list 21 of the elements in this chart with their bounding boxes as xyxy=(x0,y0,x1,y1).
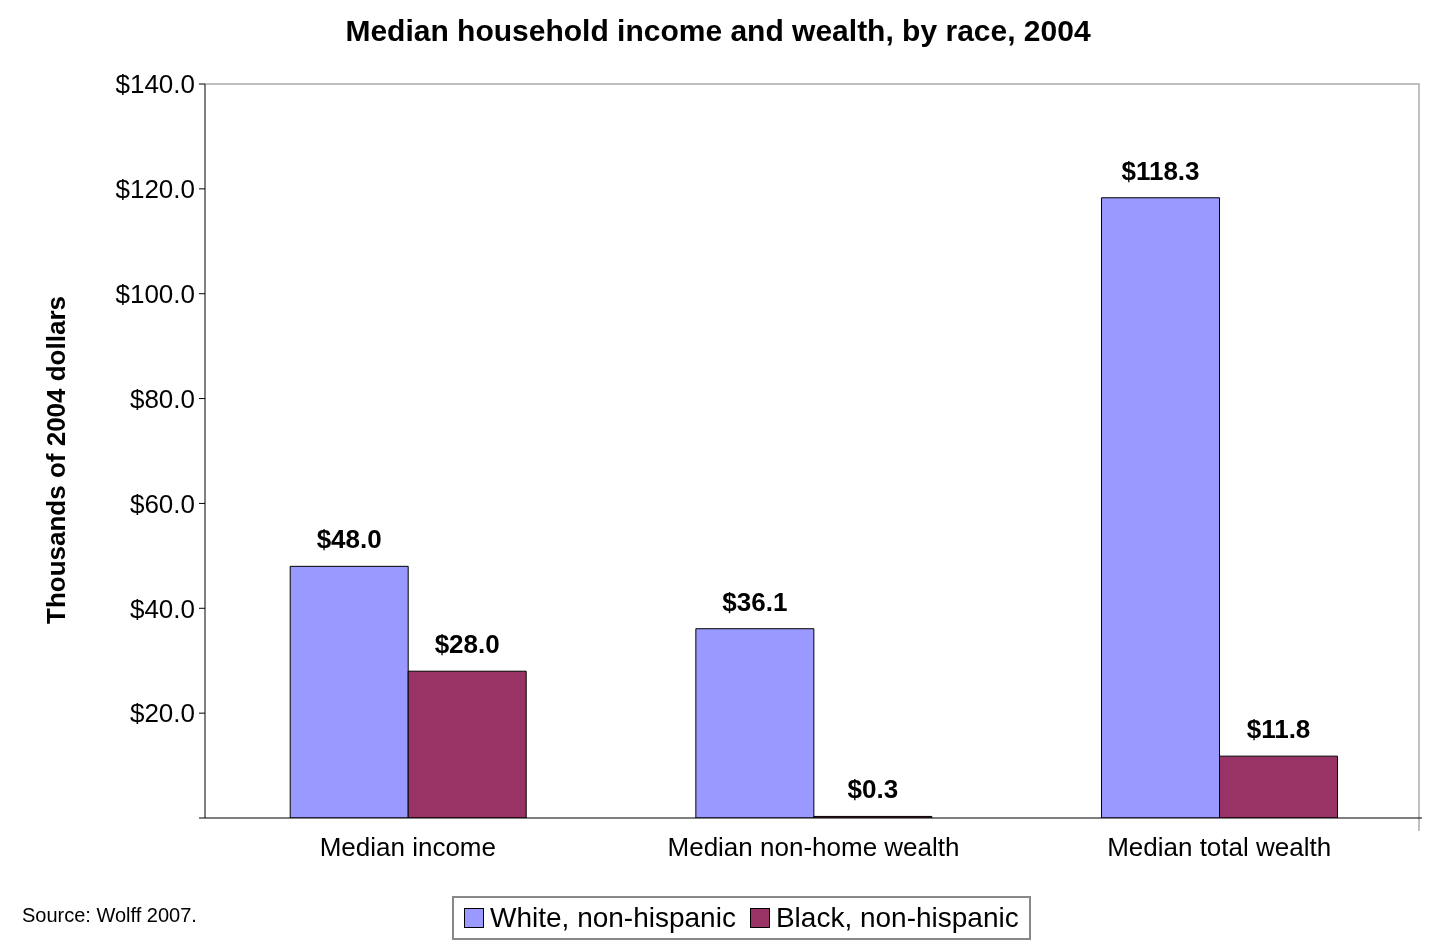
data-label: $48.0 xyxy=(316,524,382,555)
x-tick-label: Median non-home wealth xyxy=(667,832,960,863)
y-tick-label: $120.0 xyxy=(115,174,195,205)
data-label: $118.3 xyxy=(1121,155,1200,186)
data-label: $11.8 xyxy=(1246,714,1311,745)
legend-label: Black, non-hispanic xyxy=(774,902,1019,934)
data-label: $36.1 xyxy=(722,586,788,617)
y-tick-label: $20.0 xyxy=(129,698,195,729)
chart-title: Median household income and wealth, by race, 2004 xyxy=(344,14,1092,48)
y-tick-label: $40.0 xyxy=(129,593,195,624)
y-tick-label: $140.0 xyxy=(115,69,195,100)
data-label: $0.3 xyxy=(847,774,899,805)
data-label: $28.0 xyxy=(434,629,500,660)
y-tick-label: $60.0 xyxy=(129,488,195,519)
x-tick-label: Median total wealth xyxy=(1107,832,1332,863)
y-tick-label: $80.0 xyxy=(129,383,195,414)
y-axis-title: Thousands of 2004 dollars xyxy=(40,296,72,624)
legend-label: White, non-hispanic xyxy=(489,902,736,934)
y-tick-label: $100.0 xyxy=(115,278,195,309)
x-tick-label: Median income xyxy=(319,832,496,863)
source-note: Source: Wolff 2007. xyxy=(22,904,197,927)
